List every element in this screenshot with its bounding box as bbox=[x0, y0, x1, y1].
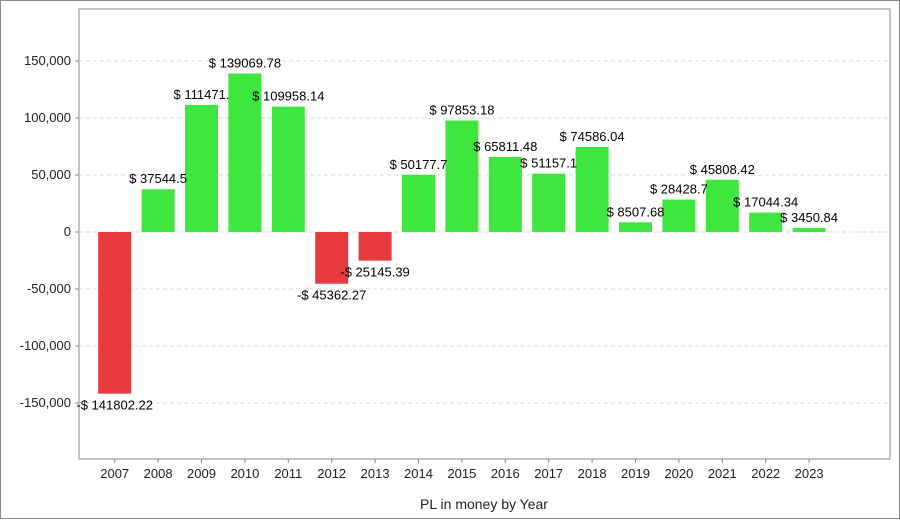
bar bbox=[749, 212, 783, 232]
bar bbox=[792, 228, 826, 232]
data-label: -$ 25145.39 bbox=[340, 265, 409, 280]
y-axis-ticks: 150,000 100,000 50,000 0 -50,000 -100,000 -150… bbox=[20, 53, 79, 410]
x-tick-label: 2017 bbox=[534, 466, 563, 481]
x-tick-label: 2021 bbox=[708, 466, 737, 481]
data-label: $ 50177.7 bbox=[390, 157, 448, 172]
y-tick-label: 50,000 bbox=[31, 167, 71, 182]
x-tick-label: 2011 bbox=[274, 466, 302, 481]
x-tick-label: 2013 bbox=[361, 466, 390, 481]
x-axis-title: PL in money by Year bbox=[420, 496, 548, 512]
bar bbox=[445, 120, 479, 232]
data-label: $ 37544.5 bbox=[129, 171, 187, 186]
y-tick-label: 100,000 bbox=[24, 110, 71, 125]
x-tick-label: 2023 bbox=[795, 466, 824, 481]
bar bbox=[358, 232, 392, 261]
bars bbox=[98, 73, 826, 394]
bar bbox=[98, 232, 132, 394]
x-tick-label: 2010 bbox=[230, 466, 259, 481]
y-tick-label: -50,000 bbox=[27, 281, 71, 296]
x-tick-label: 2018 bbox=[578, 466, 607, 481]
x-tick-label: 2009 bbox=[187, 466, 216, 481]
x-tick-label: 2015 bbox=[447, 466, 476, 481]
bar bbox=[488, 156, 522, 232]
bar bbox=[228, 73, 262, 232]
bar bbox=[532, 173, 566, 232]
data-label: $ 28428.7 bbox=[650, 182, 708, 197]
data-label: $ 109958.14 bbox=[252, 89, 324, 104]
x-tick-label: 2016 bbox=[491, 466, 520, 481]
x-tick-label: 2012 bbox=[317, 466, 346, 481]
data-label: -$ 141802.22 bbox=[76, 398, 153, 413]
data-label: $ 65811.48 bbox=[473, 139, 537, 154]
bar bbox=[575, 146, 609, 232]
data-label: $ 74586.04 bbox=[560, 129, 625, 144]
bar bbox=[705, 179, 739, 232]
bar bbox=[141, 189, 175, 232]
data-labels: -$ 141802.22 $ 37544.5 $ 111471. $ 139069.7… bbox=[76, 55, 838, 412]
data-label: $ 17044.34 bbox=[733, 195, 798, 210]
x-tick-label: 2022 bbox=[751, 466, 780, 481]
x-axis-ticks: 2007 2008 2009 2010 2011 2012 2013 2014 2015 2016… bbox=[100, 459, 824, 481]
data-label: $ 97853.18 bbox=[429, 102, 494, 117]
y-tick-label: -150,000 bbox=[20, 395, 71, 410]
y-tick-label: -100,000 bbox=[20, 338, 71, 353]
data-label: $ 111471. bbox=[174, 87, 230, 102]
plot-area bbox=[78, 8, 891, 460]
x-tick-label: 2014 bbox=[404, 466, 433, 481]
bar bbox=[185, 104, 218, 232]
x-tick-label: 2008 bbox=[144, 466, 173, 481]
data-label: $ 51157.1 bbox=[520, 156, 577, 171]
x-tick-label: 2020 bbox=[664, 466, 693, 481]
bar bbox=[271, 106, 305, 232]
data-label: -$ 45362.27 bbox=[297, 288, 366, 303]
data-label: $ 45808.42 bbox=[690, 162, 755, 177]
y-tick-label: 150,000 bbox=[24, 53, 71, 68]
x-tick-label: 2007 bbox=[100, 466, 129, 481]
bar bbox=[402, 174, 435, 232]
y-tick-label: 0 bbox=[64, 224, 71, 239]
data-label: $ 3450.84 bbox=[780, 210, 838, 225]
bar bbox=[619, 222, 652, 232]
bar bbox=[662, 199, 696, 232]
bar bbox=[315, 232, 349, 284]
data-label: $ 8507.68 bbox=[607, 204, 665, 219]
data-label: $ 139069.78 bbox=[209, 55, 281, 70]
x-tick-label: 2019 bbox=[621, 466, 650, 481]
